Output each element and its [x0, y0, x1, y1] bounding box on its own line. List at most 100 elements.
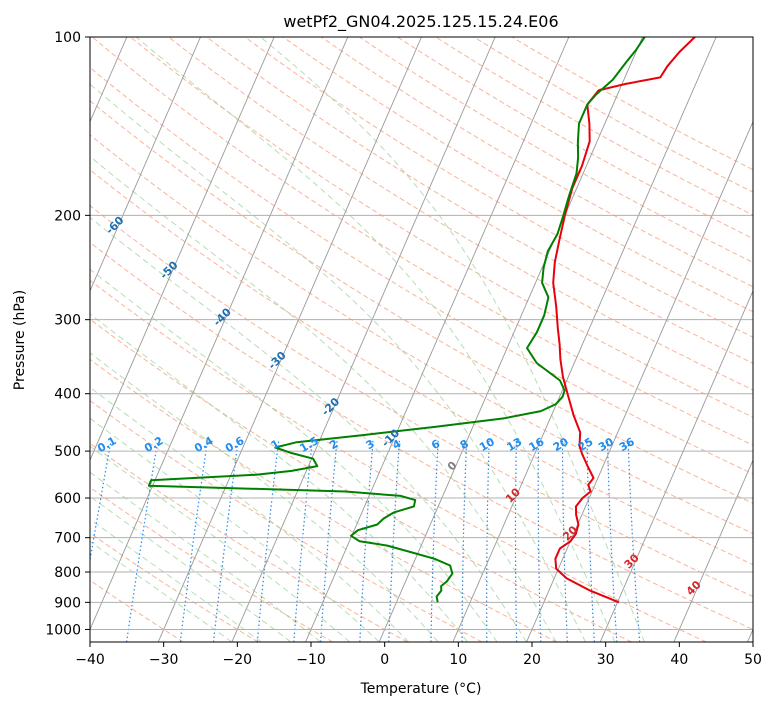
height-label: 10 [503, 485, 523, 505]
y-tick-label: 100 [54, 30, 81, 46]
axis-ticks: −40 −30 −20 −10 0 10 20 30 40 5010020030040050060… [45, 30, 762, 668]
y-tick-label: 300 [54, 313, 81, 329]
x-tick-label: 50 [744, 652, 762, 668]
dry-adiabat [90, 169, 753, 566]
mixing-ratio-line [212, 440, 239, 642]
dry-adiabat [129, 37, 753, 418]
height-label: -40 [211, 305, 234, 328]
mixing-ratio-line [514, 440, 518, 642]
moist-adiabat [90, 471, 321, 642]
dry-adiabat [90, 100, 753, 504]
dry-adiabat [90, 358, 558, 642]
height-label: 40 [684, 578, 704, 598]
moist-adiabat [90, 352, 439, 642]
height-label: -60 [103, 214, 126, 237]
mixing-ratio-line [627, 440, 641, 642]
dry-adiabat [90, 205, 753, 598]
dry-adiabat [434, 37, 753, 216]
isotherm [378, 37, 643, 642]
dry-adiabat [91, 37, 753, 446]
dry-adiabat [167, 37, 753, 391]
plot-frame [89, 36, 754, 643]
y-tick-label: 500 [54, 444, 81, 460]
gridlines [90, 37, 753, 642]
mixing-ratio-line [359, 440, 374, 642]
y-tick-label: 400 [54, 387, 81, 403]
moist-adiabat [90, 386, 410, 642]
moist-adiabat [90, 268, 498, 642]
dry-adiabat [90, 279, 707, 642]
dry-adiabat [90, 400, 483, 642]
y-tick-label: 900 [54, 595, 81, 611]
y-axis-title: Pressure (hPa) [12, 290, 28, 390]
y-tick-label: 800 [54, 565, 81, 581]
mixing-ratio-line [320, 440, 338, 642]
mixing-ratio-line [586, 440, 595, 642]
x-tick-label: −20 [223, 652, 253, 668]
line-labels: 0.10.20.40.611.52346810131620253036-100-… [95, 214, 704, 599]
height-label: -20 [319, 395, 342, 418]
y-tick-label: 700 [54, 531, 81, 547]
moist-adiabat [90, 155, 557, 642]
x-tick-label: −30 [149, 652, 179, 668]
dry-adiabat [472, 37, 753, 193]
dry-adiabat [90, 66, 753, 475]
isotherm [747, 628, 753, 642]
mixing-ratio-label: 0.4 [192, 434, 216, 455]
y-tick-label: 600 [54, 491, 81, 507]
moist-adiabat [90, 445, 351, 642]
mixing-ratio-line [90, 440, 112, 564]
profile-series [147, 37, 696, 604]
x-tick-label: 30 [597, 652, 615, 668]
dewpoint-profile-line [147, 37, 646, 603]
isotherm [452, 37, 717, 642]
x-tick-label: −40 [75, 652, 105, 668]
isotherm [90, 37, 201, 293]
moist-adiabat [90, 518, 262, 642]
dry-adiabat [90, 241, 753, 630]
mixing-ratio-line [537, 440, 542, 642]
x-tick-label: −10 [296, 652, 326, 668]
mixing-ratio-line [256, 440, 280, 642]
mixing-ratio-line [461, 440, 468, 642]
isotherm [599, 289, 753, 642]
moist-adiabat [90, 540, 233, 642]
dry-adiabat [90, 134, 753, 535]
mixing-ratio-line [606, 440, 618, 642]
x-tick-label: 10 [449, 652, 467, 668]
mixing-ratio-line [179, 440, 209, 642]
mixing-ratio-label: 1.5 [297, 434, 320, 455]
isotherm [231, 37, 496, 642]
background-lines [90, 37, 753, 642]
height-label: -50 [157, 258, 180, 281]
isotherm [90, 37, 275, 462]
moist-adiabat [90, 83, 586, 642]
mixing-ratio-line [486, 440, 490, 642]
y-tick-label: 200 [54, 208, 81, 224]
mixing-ratio-label: 8 [458, 437, 471, 452]
dry-adiabat [396, 37, 753, 240]
x-tick-label: 20 [523, 652, 541, 668]
isotherm [157, 37, 422, 642]
dry-adiabat [205, 37, 753, 364]
moist-adiabat [90, 417, 380, 642]
x-axis-title: Temperature (°C) [360, 681, 482, 697]
x-tick-label: 0 [380, 652, 389, 668]
mixing-ratio-line [430, 440, 439, 642]
chart-title: wetPf2_GN04.2025.125.15.24.E06 [283, 12, 558, 32]
mixing-ratio-label: 3 [364, 437, 377, 452]
x-tick-label: 40 [670, 652, 688, 668]
dry-adiabat [282, 37, 753, 313]
dry-adiabat [90, 318, 632, 642]
height-label: -30 [266, 349, 289, 372]
moist-adiabat [90, 216, 527, 642]
dry-adiabat [244, 37, 753, 338]
mixing-ratio-label: 0.6 [223, 434, 247, 455]
isotherm [673, 459, 753, 642]
mixing-ratio-label: 6 [429, 437, 442, 452]
height-label: 30 [622, 551, 642, 571]
moist-adiabat [260, 37, 645, 642]
isotherm [90, 37, 349, 631]
moist-adiabat [90, 313, 468, 642]
